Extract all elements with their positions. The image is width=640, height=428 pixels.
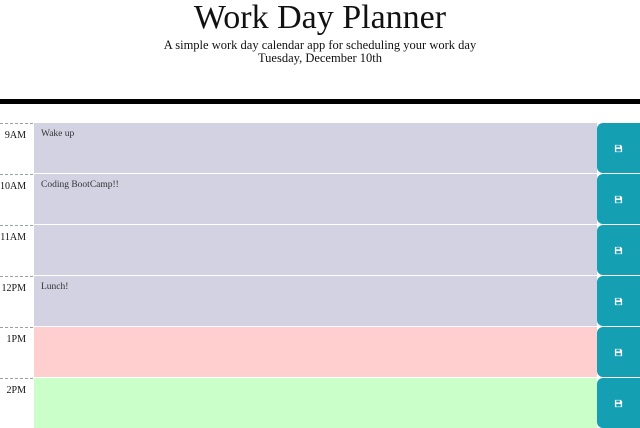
floppy-disk-icon [614,297,623,306]
save-button[interactable] [597,276,640,326]
time-block-row: 12PM Lunch! [0,276,640,326]
event-description[interactable] [34,225,597,275]
time-block-row: 10AM Coding BootCamp!! [0,174,640,224]
header-divider [0,99,640,104]
floppy-disk-icon [614,195,623,204]
save-button[interactable] [597,378,640,428]
current-day: Tuesday, December 10th [257,51,383,65]
save-button[interactable] [597,123,640,173]
hour-label: 12PM [0,276,33,326]
time-block-row: 11AM [0,225,640,275]
hour-label: 2PM [0,378,33,428]
event-description[interactable] [34,327,597,377]
floppy-disk-icon [614,144,623,153]
floppy-disk-icon [614,399,623,408]
page-header: Work Day Planner A simple work day calen… [0,0,640,100]
page-title: Work Day Planner [193,0,447,36]
floppy-disk-icon [614,246,623,255]
time-block-row: 2PM [0,378,640,428]
hour-label: 10AM [0,174,33,224]
hour-label: 1PM [0,327,33,377]
hour-label: 9AM [0,123,33,173]
page-subtitle: A simple work day calendar app for sched… [163,38,477,52]
event-description[interactable]: Wake up [34,123,597,173]
time-block-row: 9AM Wake up [0,123,640,173]
hour-label: 11AM [0,225,33,275]
event-description[interactable]: Lunch! [34,276,597,326]
save-button[interactable] [597,225,640,275]
save-button[interactable] [597,174,640,224]
floppy-disk-icon [614,348,623,357]
time-block-row: 1PM [0,327,640,377]
event-description[interactable] [34,378,597,428]
save-button[interactable] [597,327,640,377]
event-description[interactable]: Coding BootCamp!! [34,174,597,224]
